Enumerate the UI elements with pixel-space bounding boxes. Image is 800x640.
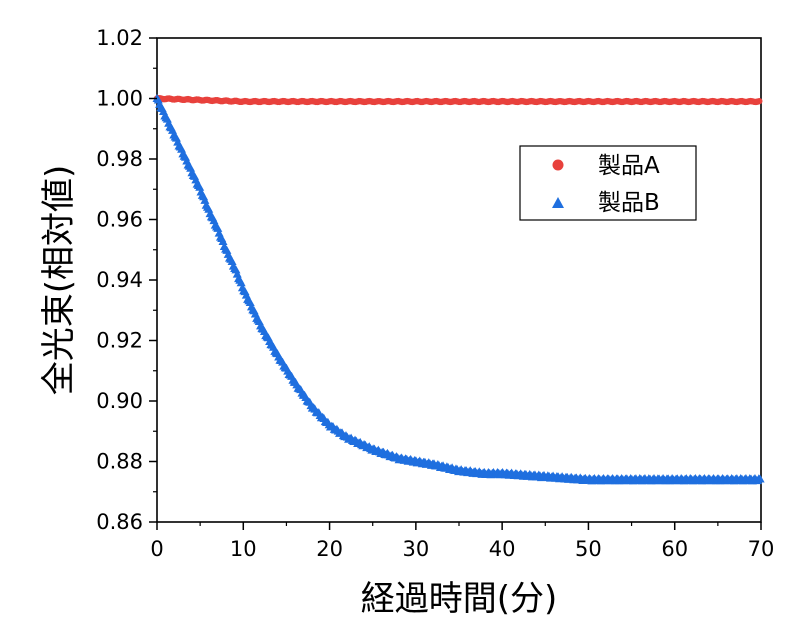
y-tick-label: 0.90 xyxy=(96,389,143,413)
legend: 製品A 製品B xyxy=(519,145,697,221)
x-axis-title: 経過時間(分) xyxy=(361,579,558,619)
data-point-product-b xyxy=(200,195,210,204)
data-point-product-b xyxy=(168,125,178,134)
data-point-product-b xyxy=(232,269,242,278)
y-tick-label: 0.88 xyxy=(96,450,143,474)
axis-tick-labels: 0 10 20 30 40 50 60 70 0.86 0.88 0.90 0.92 0.94 0.96 0… xyxy=(96,26,774,561)
x-tick-label: 70 xyxy=(748,537,775,561)
y-tick-label: 0.86 xyxy=(96,510,143,534)
series-product-a-marks xyxy=(153,94,763,106)
data-point-product-b xyxy=(158,106,168,115)
data-point-product-b xyxy=(153,95,163,104)
axis-ticks xyxy=(149,37,762,530)
y-tick-label: 0.94 xyxy=(96,268,143,292)
legend-label-product-b: 製品B xyxy=(598,190,660,216)
legend-marker-product-a xyxy=(552,159,564,171)
data-point-product-b xyxy=(195,182,205,191)
x-tick-label: 30 xyxy=(402,537,429,561)
x-tick-label: 60 xyxy=(661,537,688,561)
data-point-product-a xyxy=(756,97,763,105)
data-point-product-b xyxy=(755,474,765,483)
plot-area xyxy=(156,37,762,523)
x-tick-label: 20 xyxy=(316,537,343,561)
data-point-product-b xyxy=(186,163,196,172)
data-point-product-b xyxy=(236,278,246,287)
data-point-product-b xyxy=(250,309,260,318)
x-tick-label: 10 xyxy=(230,537,257,561)
data-point-product-b xyxy=(209,216,219,225)
legend-label-product-a: 製品A xyxy=(598,153,660,179)
x-tick-label: 0 xyxy=(150,537,163,561)
data-point-product-b xyxy=(245,297,255,306)
y-tick-label: 0.98 xyxy=(96,147,143,171)
y-tick-label: 1.02 xyxy=(96,26,143,50)
data-point-product-b xyxy=(227,257,237,266)
y-tick-label: 1.00 xyxy=(96,87,143,111)
legend-box xyxy=(519,145,697,221)
y-axis-title: 全光束(相対値) xyxy=(39,165,79,396)
data-point-product-b xyxy=(177,144,187,153)
x-tick-label: 40 xyxy=(489,537,516,561)
legend-marker-product-b xyxy=(552,197,564,208)
series-product-b-marks xyxy=(152,94,765,485)
data-point-product-b xyxy=(254,316,264,325)
data-point-product-b xyxy=(204,204,214,213)
y-tick-label: 0.96 xyxy=(96,208,143,232)
y-tick-label: 0.92 xyxy=(96,329,143,353)
x-tick-label: 50 xyxy=(575,537,602,561)
data-point-product-b xyxy=(218,237,228,246)
data-point-product-b xyxy=(213,223,223,232)
